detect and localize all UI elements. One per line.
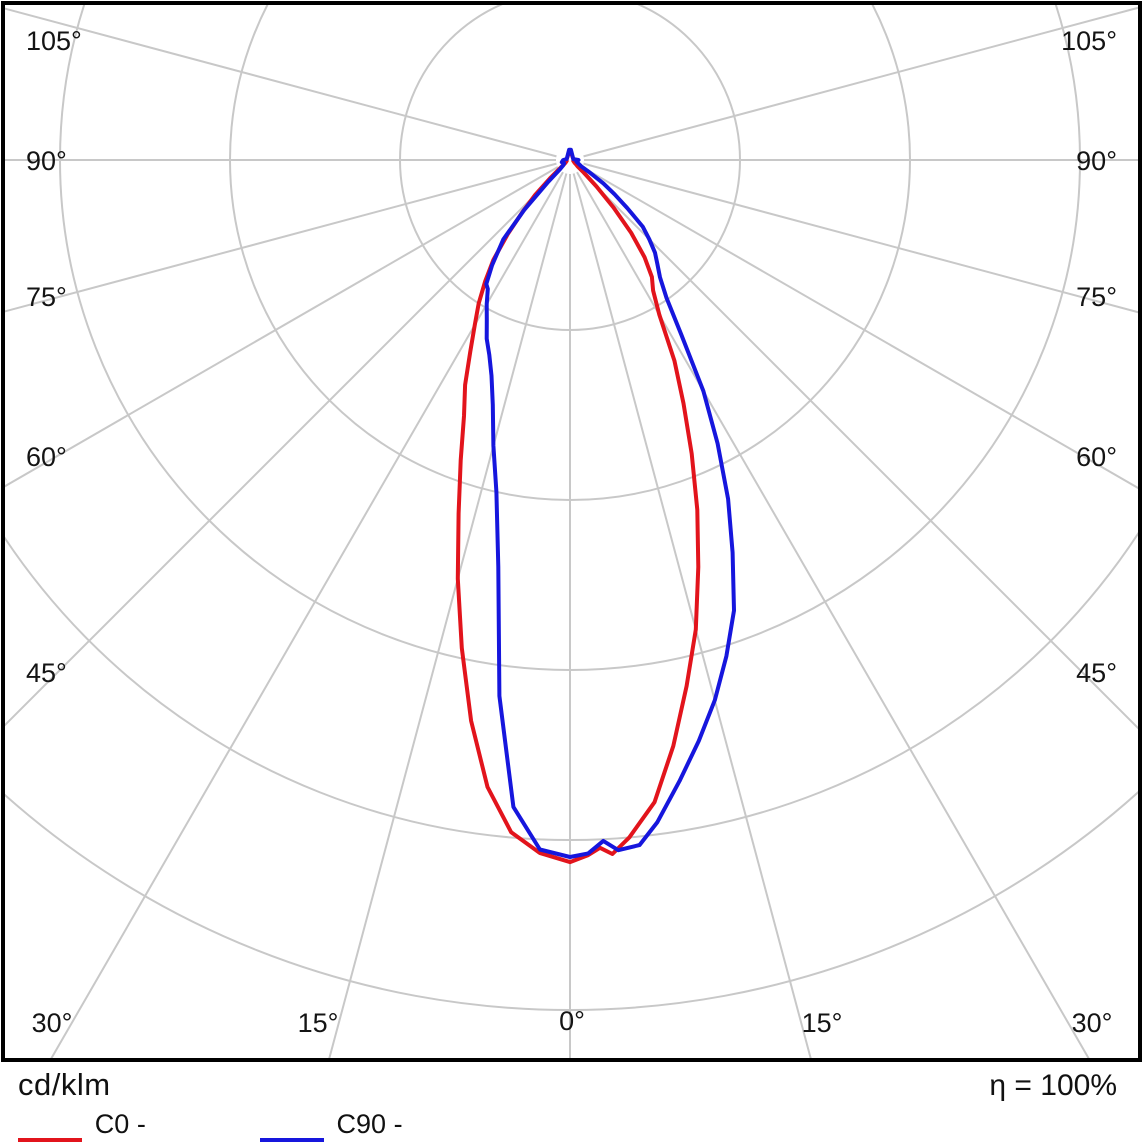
angle-label: 45° [26,658,67,688]
chart-footer: cd/klm η = 100% C0 - C180 C90 - C270 [0,1061,1143,1143]
grid-radial-line [5,162,557,313]
c90-c270-line-swatch [259,1138,324,1142]
angle-label: 105° [26,26,82,56]
grid-radial-line [50,171,564,1058]
angle-label: 75° [26,282,67,312]
legend-label-c0-c180: C0 - C180 [94,1109,160,1143]
angle-label: 60° [26,442,67,472]
grid-radial-line [328,173,568,1058]
angle-label: 0° [559,1006,585,1036]
grid-radial-line [5,169,561,727]
grid-circle [5,531,1138,841]
grid-radial-line [576,171,1090,1058]
angle-label: 60° [1076,442,1117,472]
grid-radial-line [579,169,1138,730]
angle-label: 45° [1076,658,1117,688]
meta-row: cd/klm η = 100% [0,1061,1143,1103]
angle-label: 30° [32,1008,73,1038]
angle-label: 105° [1061,26,1117,56]
legend: C0 - C180 C90 - C270 [18,1109,470,1143]
grid-radial-line [5,7,557,158]
angle-label: 15° [298,1008,339,1038]
angle-label: 90° [26,146,67,176]
grid-radial-line [583,6,1138,158]
legend-label-c90-c270: C90 - C270 [336,1109,403,1143]
grid-radial-line [572,173,812,1058]
angle-label: 30° [1072,1008,1113,1038]
plot-border [1,1,1142,1062]
angle-label: 90° [1076,146,1117,176]
grid-radial-line [583,162,1138,314]
curve-c90-c270 [484,147,736,859]
grid-radial-line [581,166,1138,490]
unit-label: cd/klm [18,1067,111,1102]
efficiency-label: η = 100% [989,1069,1117,1102]
legend-item-c0-c180: C0 - C180 [18,1109,214,1143]
legend-item-c90-c270: C90 - C270 [259,1109,470,1143]
angle-label: 75° [1076,282,1117,312]
grid-radial-line [5,166,559,488]
c0-c180-line-swatch [18,1138,82,1142]
angle-label: 15° [802,1008,843,1038]
